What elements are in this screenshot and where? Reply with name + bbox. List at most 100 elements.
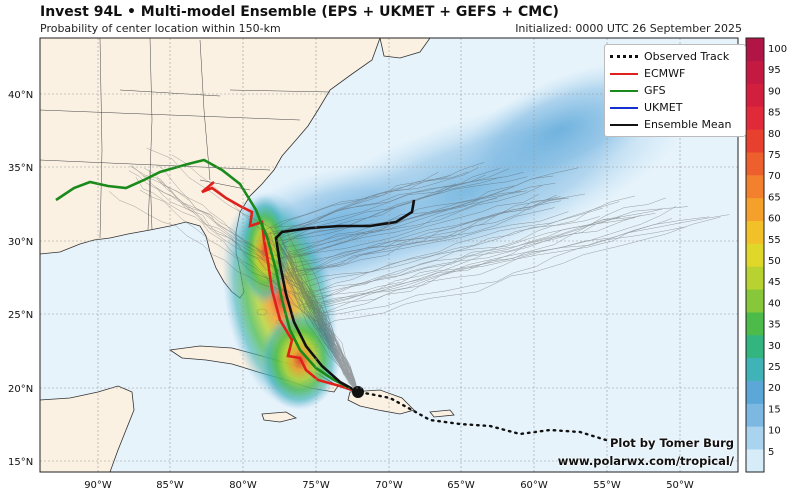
land-jamaica xyxy=(261,411,298,423)
colorbar-segment xyxy=(746,197,764,222)
colorbar-tick-label: 85 xyxy=(768,108,781,119)
legend-item-observed: Observed Track xyxy=(610,48,740,65)
colorbar-segment xyxy=(746,152,764,176)
ensemble-member-track xyxy=(301,216,600,393)
colorbar-segment xyxy=(746,334,764,359)
lon-label: 70°W xyxy=(375,480,403,491)
colorbar-segment xyxy=(746,380,764,404)
colorbar-segment xyxy=(746,449,764,473)
colorbar-frame xyxy=(745,37,765,473)
observed-track xyxy=(356,390,608,442)
colorbar-segment xyxy=(746,38,764,62)
lat-label: 15°N xyxy=(8,457,33,468)
colorbar-segment xyxy=(746,175,764,199)
legend-label: Ensemble Mean xyxy=(644,118,732,131)
legend-swatch xyxy=(610,55,638,58)
colorbar-tick-label: 65 xyxy=(768,192,781,203)
colorbar-tick-label: 80 xyxy=(768,129,781,140)
ensemble-member-track xyxy=(315,206,677,393)
land-puerto-rico xyxy=(429,409,455,418)
gfs-track xyxy=(55,158,359,394)
colorbar-tick-label: 25 xyxy=(768,362,781,373)
legend-swatch xyxy=(610,89,638,92)
ensemble-member-track xyxy=(305,214,641,393)
colorbar-segment xyxy=(746,106,764,130)
colorbar-tick-label: 5 xyxy=(768,447,774,458)
ensemble-member-track xyxy=(293,193,539,393)
ensemble-member-track xyxy=(300,193,585,393)
colorbar-segment xyxy=(746,403,764,427)
colorbar-segment xyxy=(746,426,764,450)
colorbar-tick-label: 70 xyxy=(768,171,781,182)
ensemble-member-track xyxy=(288,197,569,393)
legend-swatch xyxy=(610,72,638,75)
colorbar-tick-label: 10 xyxy=(768,426,781,437)
lon-label: 65°W xyxy=(447,480,475,491)
colorbar-segment xyxy=(746,60,764,84)
lat-label: 30°N xyxy=(8,237,33,248)
lon-label: 90°W xyxy=(84,480,112,491)
land-canada xyxy=(379,38,431,59)
legend-label: GFS xyxy=(644,84,666,97)
colorbar-segment xyxy=(746,266,764,290)
colorbar-tick-label: 35 xyxy=(768,320,781,331)
colorbar-tick-label: 90 xyxy=(768,86,781,97)
gridlines xyxy=(40,38,738,472)
colorbar-tick-label: 60 xyxy=(768,214,781,225)
lon-label: 80°W xyxy=(229,480,257,491)
lon-label: 50°W xyxy=(666,480,694,491)
initialized-time: Initialized: 0000 UTC 26 September 2025 xyxy=(515,22,742,35)
ensemble-member-track xyxy=(315,197,666,393)
colorbar-segment xyxy=(746,312,764,336)
ensemble-mean-track xyxy=(274,199,416,394)
colorbar-tick-label: 95 xyxy=(768,65,781,76)
lon-label: 75°W xyxy=(302,480,330,491)
colorbar-segment xyxy=(746,357,764,381)
legend-swatch xyxy=(610,123,638,126)
ensemble-member-track xyxy=(307,217,636,393)
land-yucatan xyxy=(40,385,135,472)
colorbar-segment xyxy=(746,220,764,244)
credit-line-2: www.polarwx.com/tropical/ xyxy=(557,454,734,468)
colorbar-segment xyxy=(746,289,764,313)
colorbar-tick-label: 40 xyxy=(768,298,781,309)
lat-label: 40°N xyxy=(8,90,33,101)
legend-item-ecmwf: ECMWF xyxy=(610,65,740,82)
lat-label: 35°N xyxy=(8,163,33,174)
lon-label: 85°W xyxy=(156,480,184,491)
latitude-labels: 40°N 35°N 30°N 25°N 20°N 15°N xyxy=(8,90,33,468)
legend-swatch xyxy=(610,106,638,109)
colorbar: 5 10 15 20 25 30 35 40 45 50 55 60 65 70 75 80 85 90 95 100 xyxy=(745,37,787,473)
legend-item-ensemble-mean: Ensemble Mean xyxy=(610,116,740,133)
legend-item-ukmet: UKMET xyxy=(610,99,740,116)
legend-label: ECMWF xyxy=(644,67,686,80)
colorbar-tick-label: 15 xyxy=(768,404,781,415)
colorbar-segment xyxy=(746,243,764,267)
legend-label: Observed Track xyxy=(644,50,730,63)
colorbar-tick-label: 20 xyxy=(768,383,781,394)
legend-label: UKMET xyxy=(644,101,683,114)
map-subtitle: Probability of center location within 15… xyxy=(40,22,281,35)
credit-line-1: Plot by Tomer Burg xyxy=(609,436,734,450)
current-position-marker xyxy=(352,386,364,398)
ensemble-member-track xyxy=(274,176,528,393)
colorbar-segment xyxy=(746,129,764,153)
lat-label: 20°N xyxy=(8,384,33,395)
map-title: Invest 94L • Multi-model Ensemble (EPS +… xyxy=(40,4,559,20)
map-frame xyxy=(39,37,739,473)
longitude-labels: 90°W 85°W 80°W 75°W 70°W 65°W 60°W 55°W … xyxy=(84,480,694,491)
colorbar-tick-label: 75 xyxy=(768,150,781,161)
colorbar-tick-label: 45 xyxy=(768,277,781,288)
ensemble-member-track xyxy=(294,207,603,393)
ensemble-member-track xyxy=(305,208,663,393)
legend-item-gfs: GFS xyxy=(610,82,740,99)
colorbar-tick-label: 30 xyxy=(768,341,781,352)
colorbar-tick-label: 50 xyxy=(768,256,781,267)
ensemble-member-track xyxy=(283,211,569,393)
ensemble-member-track xyxy=(128,170,359,393)
colorbar-segment xyxy=(746,83,764,107)
legend: Observed Track ECMWF GFS UKMET Ensemble … xyxy=(604,44,746,137)
land-hispaniola xyxy=(347,389,415,415)
lon-label: 55°W xyxy=(593,480,621,491)
colorbar-tick-label: 55 xyxy=(768,235,781,246)
